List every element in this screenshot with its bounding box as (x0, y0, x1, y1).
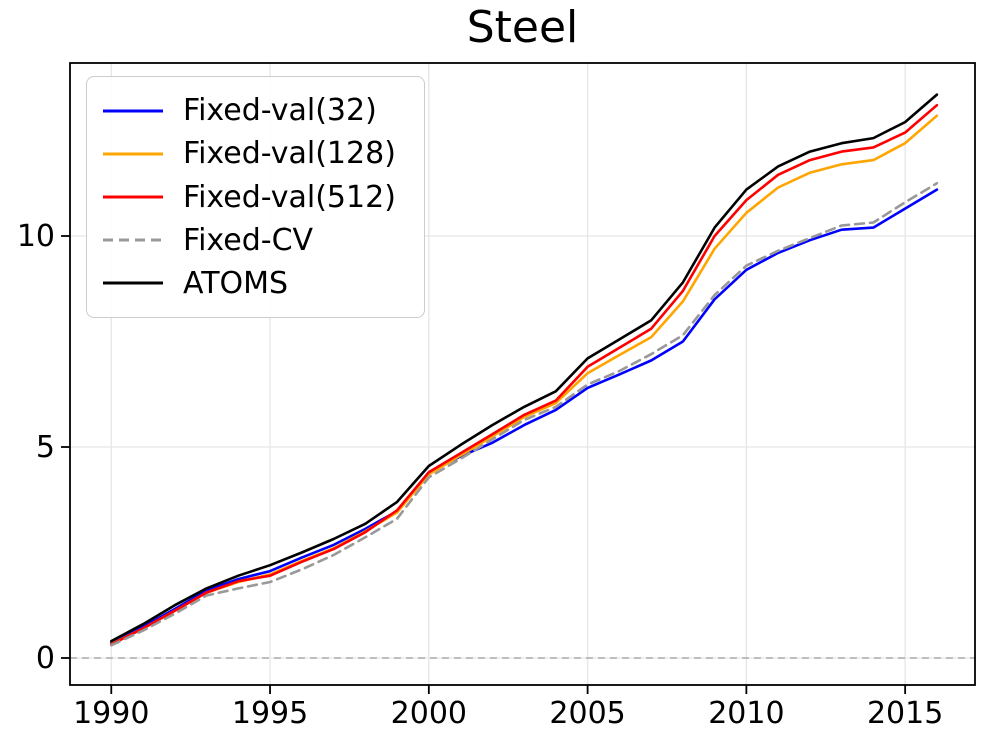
legend-label: ATOMS (183, 265, 289, 301)
legend-item-fixed-cv: Fixed-CV (101, 219, 406, 262)
x-tick-label: 2010 (708, 696, 784, 731)
series-line-fixed-val-512- (110, 103, 939, 646)
legend-line-sample (103, 195, 163, 199)
series-line-atoms (110, 93, 939, 643)
x-tick-label: 1995 (232, 696, 308, 731)
chart-title: Steel (466, 2, 579, 53)
legend-item-atoms: ATOMS (101, 262, 406, 305)
x-tick-label: 2000 (391, 696, 467, 731)
y-tick-label: 5 (36, 430, 55, 465)
legend-label: Fixed-val(512) (183, 179, 396, 215)
legend-item-fixed-val-32-: Fixed-val(32) (101, 89, 406, 132)
legend-line-sample (103, 281, 163, 285)
x-tick-label: 2005 (549, 696, 625, 731)
legend-label: Fixed-val(32) (183, 93, 377, 129)
legend-label: Fixed-val(128) (183, 136, 396, 172)
series-line-fixed-val-32- (110, 188, 939, 645)
x-tick-label: 2015 (867, 696, 943, 731)
x-tick-label: 1990 (73, 696, 149, 731)
legend-line-sample (103, 109, 163, 113)
legend-line-sample (103, 152, 163, 156)
legend-label: Fixed-CV (183, 222, 314, 258)
legend-line-sample (103, 238, 163, 242)
y-tick-label: 0 (36, 641, 55, 676)
legend-item-fixed-val-128-: Fixed-val(128) (101, 132, 406, 175)
legend-item-fixed-val-512-: Fixed-val(512) (101, 175, 406, 218)
y-tick-label: 10 (17, 219, 55, 254)
series-line-fixed-cv (110, 182, 939, 647)
axes-box (69, 62, 976, 686)
legend: Fixed-val(32) Fixed-val(128) Fixed-val(512… (86, 76, 425, 318)
